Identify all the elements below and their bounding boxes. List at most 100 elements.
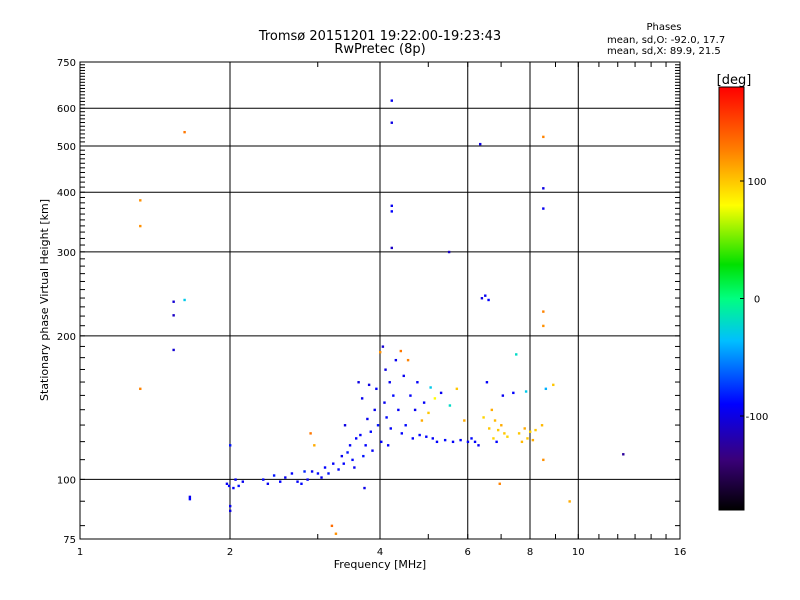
data-point	[523, 427, 526, 430]
data-point	[139, 387, 142, 391]
data-point	[542, 187, 545, 190]
data-point	[520, 440, 524, 444]
data-point	[334, 532, 338, 535]
data-point	[498, 482, 501, 485]
x-tick-label: 10	[572, 547, 585, 558]
data-point	[506, 435, 509, 438]
data-point	[343, 424, 347, 427]
data-point	[490, 408, 494, 412]
data-point	[534, 428, 537, 432]
stats-line-o: mean, sd,O: -92.0, 17.7	[607, 35, 725, 46]
x-tick-label: 1	[77, 547, 83, 558]
data-point	[373, 408, 376, 412]
tick-layer: 1 2 4 6 8 10 16 75 100 200 300 400 500 600 750	[57, 58, 686, 558]
data-point	[371, 449, 374, 452]
stats-title: Phases	[646, 22, 681, 33]
data-point	[306, 478, 309, 481]
data-point	[425, 435, 428, 438]
data-point	[360, 397, 364, 400]
data-point	[482, 416, 485, 419]
stats-line-x: mean, sd,X: 89.9, 21.5	[607, 46, 721, 57]
data-point	[313, 444, 316, 447]
data-point	[188, 495, 192, 499]
data-point	[232, 486, 235, 490]
data-point	[390, 246, 393, 250]
data-point	[622, 453, 625, 456]
y-axis-label: Stationary phase Virtual Height [km]	[38, 199, 51, 401]
data-point	[529, 430, 532, 433]
data-point	[526, 437, 529, 440]
data-point	[477, 444, 480, 447]
x-tick-label: 16	[674, 547, 687, 558]
data-point	[348, 444, 352, 447]
data-point	[290, 472, 294, 475]
data-point	[487, 298, 490, 302]
y-tick-label: 400	[57, 188, 76, 199]
y-tick-label: 200	[57, 332, 76, 343]
data-point	[459, 438, 462, 442]
data-point	[183, 130, 186, 134]
y-tick-label: 100	[57, 475, 76, 486]
data-point	[390, 99, 393, 102]
chart-subtitle: RwPretec (8p)	[334, 42, 425, 57]
y-tick-label: 75	[63, 535, 76, 546]
data-point	[229, 444, 232, 447]
data-point	[279, 480, 282, 483]
data-point	[517, 432, 521, 435]
data-point	[503, 432, 506, 435]
data-point	[383, 401, 386, 404]
data-point	[381, 345, 385, 348]
data-point	[320, 476, 323, 479]
data-point	[512, 391, 515, 395]
data-point	[435, 440, 439, 444]
data-point	[346, 451, 349, 454]
data-point	[484, 294, 487, 297]
data-point	[431, 437, 434, 440]
data-point	[413, 408, 417, 412]
data-point	[296, 480, 299, 483]
data-point	[384, 368, 387, 371]
data-point	[493, 419, 497, 422]
data-point	[388, 381, 391, 384]
data-point	[542, 458, 545, 462]
data-point	[367, 383, 371, 387]
data-point	[342, 462, 345, 465]
data-point	[463, 419, 466, 422]
data-point	[310, 470, 314, 473]
data-point	[404, 424, 407, 427]
data-point	[389, 427, 392, 430]
y-tick-label: 600	[57, 104, 76, 115]
data-point	[262, 478, 265, 481]
data-point	[354, 437, 358, 440]
data-point	[284, 476, 287, 479]
data-point	[330, 524, 334, 528]
plot-frame	[79, 61, 681, 540]
data-point	[139, 199, 142, 202]
data-point	[400, 432, 404, 435]
data-point	[316, 472, 320, 475]
data-point	[390, 204, 393, 207]
data-point	[479, 142, 482, 146]
data-point	[172, 348, 175, 352]
data-point	[394, 358, 398, 362]
data-point	[332, 462, 335, 465]
data-point	[495, 440, 498, 444]
x-tick-label: 6	[465, 547, 471, 558]
data-point	[340, 454, 344, 458]
data-point	[266, 482, 270, 485]
data-point	[485, 381, 489, 384]
data-point	[386, 444, 390, 447]
data-point	[473, 440, 477, 444]
data-point	[359, 433, 362, 437]
data-point	[300, 482, 303, 485]
data-point	[540, 424, 544, 427]
data-point	[309, 432, 312, 435]
colorbar-tick-label: 0	[754, 295, 760, 306]
data-point	[376, 424, 380, 427]
data-point	[139, 224, 142, 228]
data-point	[542, 135, 545, 139]
x-tick-label: 4	[377, 547, 383, 558]
data-point	[439, 391, 443, 395]
